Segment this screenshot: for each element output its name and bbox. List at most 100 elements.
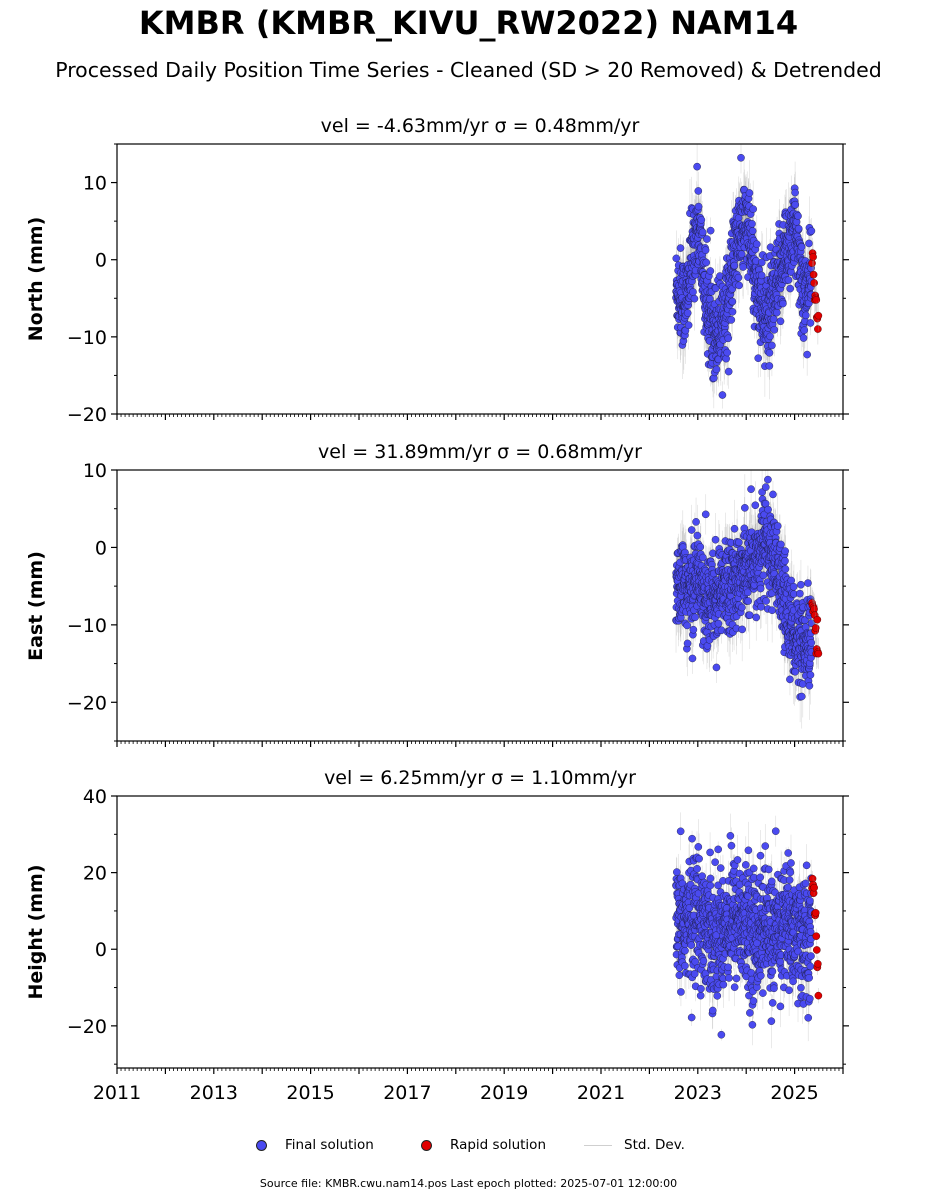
final-solution-point xyxy=(688,654,697,663)
rapid-solution-point xyxy=(810,279,818,287)
final-solution-point xyxy=(693,162,701,171)
rapid-solution-point xyxy=(814,325,822,333)
y-tick-label: 10 xyxy=(83,173,107,195)
y-tick-label: 0 xyxy=(95,537,107,559)
rapid-solution-point xyxy=(809,253,817,261)
final-solution-point xyxy=(784,276,793,284)
final-solution-point xyxy=(781,547,789,555)
final-solution-point xyxy=(765,362,774,370)
rapid-solution-point xyxy=(811,624,820,632)
final-solution-point xyxy=(764,475,772,484)
y-axis-label: East (mm) xyxy=(25,551,47,661)
final-solution-point xyxy=(687,526,696,534)
y-tick-label: −20 xyxy=(67,404,107,426)
y-tick-label: −10 xyxy=(67,327,107,349)
final-solution-point xyxy=(745,611,754,619)
final-solution-point xyxy=(744,597,752,605)
final-solution-point xyxy=(683,621,691,630)
final-solution-point xyxy=(791,188,799,197)
final-solution-point xyxy=(701,246,710,255)
final-solution-point xyxy=(689,625,698,634)
final-solution-point xyxy=(781,565,790,573)
final-solution-point xyxy=(703,235,711,243)
final-solution-point xyxy=(743,588,752,597)
final-solution-point xyxy=(751,501,760,510)
final-solution-point xyxy=(786,675,794,684)
final-solution-point xyxy=(761,483,770,491)
panel-2: −20 −10 0 10 vel = 31.89mm/yr σ = 0.68mm/yr E… xyxy=(25,441,849,747)
final-solution-point xyxy=(794,212,802,220)
final-solution-point xyxy=(691,613,699,622)
final-solution-point xyxy=(712,663,721,672)
final-solution-point xyxy=(757,271,766,280)
final-solution-point xyxy=(738,625,746,634)
final-solution-point xyxy=(756,584,765,593)
final-solution-point xyxy=(794,224,803,233)
y-tick-label: −10 xyxy=(67,615,107,637)
final-solution-point xyxy=(737,153,745,162)
final-solution-point xyxy=(692,518,700,526)
final-solution-point xyxy=(699,553,707,562)
final-solution-point xyxy=(806,319,815,327)
final-solution-point xyxy=(807,227,816,235)
panel-title: vel = -4.63mm/yr σ = 0.48mm/yr xyxy=(321,115,640,137)
final-solution-point xyxy=(779,299,787,308)
final-solution-point xyxy=(797,692,806,701)
final-solution-point xyxy=(735,538,743,547)
rapid-solution-point xyxy=(814,311,823,320)
final-solution-point xyxy=(748,220,756,228)
final-solution-point xyxy=(711,535,720,544)
rapid-solution-point xyxy=(814,649,823,658)
final-solution-point xyxy=(735,281,743,290)
final-solution-point xyxy=(806,671,815,679)
final-solution-point xyxy=(730,261,739,270)
final-solution-point xyxy=(791,200,800,209)
final-solution-point xyxy=(698,228,707,237)
final-solution-point xyxy=(738,603,746,612)
final-solution-point xyxy=(768,341,776,350)
final-solution-point xyxy=(683,639,692,648)
final-solution-point xyxy=(776,317,785,326)
y-axis-label: North (mm) xyxy=(25,217,47,342)
final-solution-point xyxy=(805,681,814,690)
panel-3-marks xyxy=(672,812,823,1049)
final-solution-point xyxy=(693,531,702,540)
final-solution-point xyxy=(694,187,703,195)
panel-2-marks xyxy=(672,470,823,729)
rapid-solution-point xyxy=(812,296,821,304)
final-solution-point xyxy=(747,485,755,493)
final-solution-point xyxy=(803,350,811,359)
rapid-solution-point xyxy=(808,259,816,268)
rapid-solution-point xyxy=(809,270,818,279)
final-solution-point xyxy=(777,540,785,549)
final-solution-point xyxy=(724,367,733,376)
final-solution-point xyxy=(706,267,715,275)
final-solution-point xyxy=(752,613,761,622)
final-solution-point xyxy=(754,354,763,362)
final-solution-point xyxy=(807,638,816,647)
final-solution-point xyxy=(769,315,778,323)
final-solution-point xyxy=(723,348,732,357)
final-solution-point xyxy=(758,258,766,267)
final-solution-point xyxy=(797,243,806,251)
final-solution-point xyxy=(765,349,774,357)
final-solution-point xyxy=(741,504,749,512)
final-solution-point xyxy=(769,490,777,499)
final-solution-point xyxy=(766,332,774,341)
final-solution-point xyxy=(689,288,697,296)
final-solution-point xyxy=(804,579,812,587)
final-solution-point xyxy=(772,308,781,317)
final-solution-point xyxy=(684,321,693,330)
panel-1-marks xyxy=(672,144,823,409)
final-solution-point xyxy=(706,226,715,235)
final-solution-point xyxy=(781,557,789,565)
final-solution-point xyxy=(672,254,681,263)
final-solution-point xyxy=(728,308,737,316)
final-solution-point xyxy=(768,606,776,615)
final-solution-point xyxy=(770,326,779,334)
final-solution-point xyxy=(724,334,733,343)
final-solution-point xyxy=(748,227,757,235)
final-solution-point xyxy=(728,297,737,306)
